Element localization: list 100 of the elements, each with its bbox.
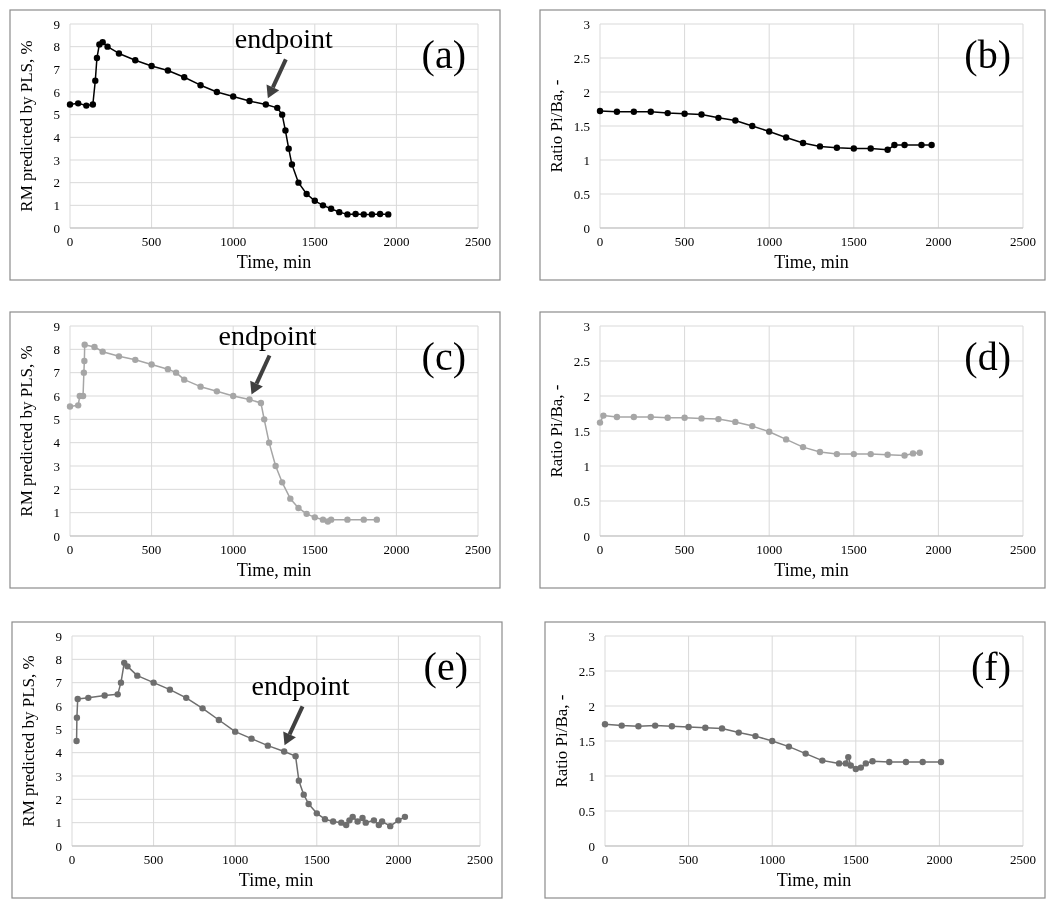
point (732, 418, 739, 426)
point (869, 758, 876, 765)
point (618, 722, 625, 729)
annotation: endpoint (234, 23, 334, 55)
point (74, 100, 82, 107)
point (596, 419, 604, 426)
y-tick-label: 9 (53, 318, 60, 334)
point (769, 737, 776, 745)
point (74, 695, 81, 703)
y-tick-label: 4 (53, 129, 61, 145)
point (272, 462, 279, 470)
point (368, 211, 376, 218)
point (376, 210, 384, 218)
x-tick-label: 2000 (925, 542, 952, 557)
point (311, 514, 318, 521)
point (230, 392, 237, 400)
y-tick-label: 1.5 (578, 733, 595, 749)
y-axis-title: RM predicted by PLS, % (17, 40, 36, 212)
y-tick-label: 2 (55, 791, 62, 807)
y-tick-label: 0 (588, 838, 595, 854)
x-tick-label: 500 (678, 852, 699, 867)
point (280, 748, 288, 755)
point (215, 716, 223, 724)
point (867, 450, 874, 458)
y-tick-label: 4 (53, 435, 61, 451)
point (850, 450, 857, 458)
point (344, 211, 351, 218)
point (651, 722, 659, 729)
point (197, 82, 204, 89)
point (359, 814, 366, 822)
x-tick-label: 500 (141, 234, 162, 249)
x-tick-label: 500 (674, 542, 695, 557)
point (172, 369, 180, 376)
x-tick-label: 2000 (926, 852, 953, 867)
point (150, 679, 157, 686)
y-tick-label: 2.5 (573, 50, 590, 66)
point (257, 399, 265, 407)
y-tick-label: 2 (53, 175, 60, 191)
point (916, 449, 923, 456)
x-tick-label: 2000 (383, 542, 410, 557)
point (321, 815, 329, 823)
y-tick-label: 3 (583, 318, 590, 334)
point (166, 686, 174, 693)
point (782, 436, 790, 443)
x-tick-label: 2000 (383, 234, 410, 249)
y-tick-label: 1 (53, 197, 60, 213)
x-axis-title: Time, min (236, 560, 312, 580)
y-tick-label: 6 (53, 388, 61, 404)
point (181, 376, 188, 383)
y-tick-label: 2 (583, 388, 590, 404)
x-tick-label: 1500 (301, 234, 328, 249)
point (311, 197, 318, 204)
point (327, 205, 335, 212)
point (148, 62, 155, 70)
point (601, 721, 609, 728)
y-axis-title: RM predicted by PLS, % (17, 345, 36, 517)
point (342, 821, 350, 829)
y-tick-label: 3 (55, 768, 62, 784)
point (845, 753, 852, 761)
point (715, 114, 722, 122)
point (891, 141, 898, 149)
y-tick-label: 2 (53, 481, 60, 497)
point (83, 102, 90, 109)
y-tick-label: 3 (588, 628, 595, 644)
point (785, 743, 793, 750)
point (81, 357, 88, 365)
x-tick-label: 2000 (925, 234, 952, 249)
point (685, 723, 692, 731)
point (766, 428, 773, 435)
y-tick-label: 2 (583, 84, 590, 100)
point (799, 443, 807, 451)
x-axis-title: Time, min (238, 870, 314, 890)
point (884, 451, 891, 458)
point (850, 145, 857, 152)
x-tick-label: 500 (674, 234, 695, 249)
annotation: (c) (421, 334, 466, 379)
point (66, 101, 74, 108)
point (132, 57, 139, 64)
point (886, 758, 893, 766)
point (73, 714, 81, 721)
y-tick-label: 0 (583, 220, 590, 236)
point (698, 111, 705, 118)
point (752, 732, 759, 740)
point (74, 402, 82, 409)
point (664, 414, 671, 421)
point (647, 108, 654, 115)
x-tick-label: 500 (143, 852, 164, 867)
annotation: (f) (971, 644, 1011, 689)
point (264, 742, 272, 749)
y-axis-title: RM predicted by PLS, % (19, 655, 38, 827)
point (329, 818, 337, 825)
point (735, 729, 742, 736)
point (344, 516, 351, 523)
point (373, 516, 381, 523)
point (816, 143, 824, 150)
point (664, 109, 671, 117)
point (261, 416, 268, 423)
point (852, 765, 859, 773)
x-tick-label: 1500 (303, 852, 330, 867)
point (248, 735, 255, 742)
